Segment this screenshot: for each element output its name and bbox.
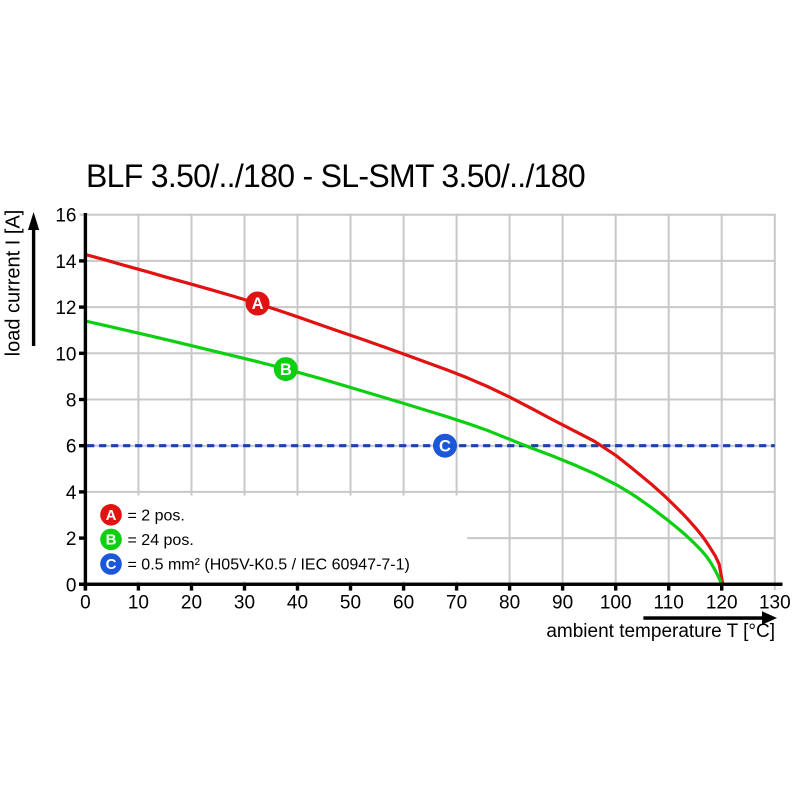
svg-text:90: 90 xyxy=(552,593,573,614)
svg-text:0: 0 xyxy=(80,593,91,614)
svg-text:12: 12 xyxy=(55,298,76,319)
svg-text:16: 16 xyxy=(55,206,76,227)
svg-text:2: 2 xyxy=(66,529,77,550)
svg-text:60: 60 xyxy=(393,593,414,614)
svg-text:20: 20 xyxy=(181,593,202,614)
svg-text:A: A xyxy=(252,295,264,313)
svg-text:10: 10 xyxy=(128,593,149,614)
svg-text:6: 6 xyxy=(66,437,77,458)
svg-text:BLF 3.50/../180 - SL-SMT 3.50/: BLF 3.50/../180 - SL-SMT 3.50/../180 xyxy=(86,158,585,194)
svg-text:30: 30 xyxy=(234,593,255,614)
svg-text:C: C xyxy=(439,437,451,455)
svg-text:C: C xyxy=(106,556,117,573)
svg-text:14: 14 xyxy=(55,252,77,273)
svg-text:130: 130 xyxy=(759,593,791,614)
svg-text:110: 110 xyxy=(654,593,684,614)
svg-text:ambient temperature T [°C]: ambient temperature T [°C] xyxy=(546,621,775,642)
svg-text:0: 0 xyxy=(66,575,77,596)
svg-text:= 24 pos.: = 24 pos. xyxy=(128,532,194,549)
svg-text:50: 50 xyxy=(340,593,361,614)
svg-text:B: B xyxy=(280,361,292,379)
svg-text:load current I [A]: load current I [A] xyxy=(3,210,25,357)
svg-text:80: 80 xyxy=(499,593,520,614)
svg-text:8: 8 xyxy=(66,391,77,412)
svg-text:= 2 pos.: = 2 pos. xyxy=(128,507,185,524)
svg-text:40: 40 xyxy=(287,593,308,614)
svg-text:4: 4 xyxy=(66,483,77,504)
svg-text:100: 100 xyxy=(600,593,632,614)
svg-text:70: 70 xyxy=(446,593,467,614)
svg-text:120: 120 xyxy=(706,593,738,614)
svg-text:B: B xyxy=(106,531,117,548)
svg-text:10: 10 xyxy=(55,344,76,365)
svg-text:A: A xyxy=(106,507,117,524)
svg-text:= 0.5 mm² (H05V-K0.5 / IEC 609: = 0.5 mm² (H05V-K0.5 / IEC 60947-7-1) xyxy=(128,557,410,574)
